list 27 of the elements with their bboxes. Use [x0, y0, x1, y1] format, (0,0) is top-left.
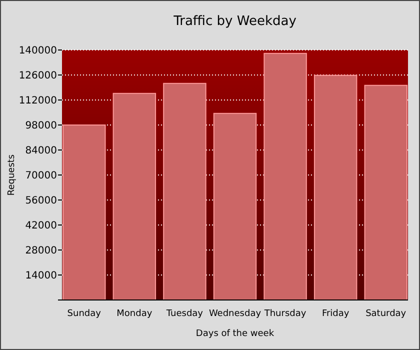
y-tick-label: 126000	[18, 70, 57, 82]
chart-title: Traffic by Weekday	[172, 14, 297, 29]
y-tick-label: 84000	[25, 146, 57, 156]
y-tick-label: 28000	[25, 246, 57, 256]
x-tick-label: Friday	[322, 309, 350, 319]
y-tick-label: 56000	[25, 196, 57, 206]
x-tick-label: Saturday	[366, 309, 407, 319]
bar	[364, 84, 408, 300]
x-tick-label: Monday	[116, 309, 153, 319]
y-tick-label: 112000	[18, 96, 57, 106]
x-tick-label: Tuesday	[165, 309, 204, 319]
bar	[112, 92, 156, 300]
bar	[62, 124, 106, 300]
bar	[213, 112, 257, 300]
y-tick-label: 14000	[25, 270, 57, 282]
y-axis-title: Requests	[7, 154, 17, 196]
bar	[264, 52, 307, 300]
y-tick-label: 98000	[25, 120, 57, 132]
y-tick-label: 140000	[18, 46, 57, 56]
bar	[314, 74, 358, 300]
y-tick-label: 42000	[25, 220, 57, 232]
x-tick-label: Sunday	[67, 309, 102, 319]
x-tick-label: Wednesday	[208, 309, 262, 319]
x-tick-label: Thursday	[263, 309, 307, 319]
bar	[163, 82, 206, 300]
x-axis-title: Days of the week	[196, 329, 275, 339]
y-tick-label: 70000	[25, 170, 57, 182]
